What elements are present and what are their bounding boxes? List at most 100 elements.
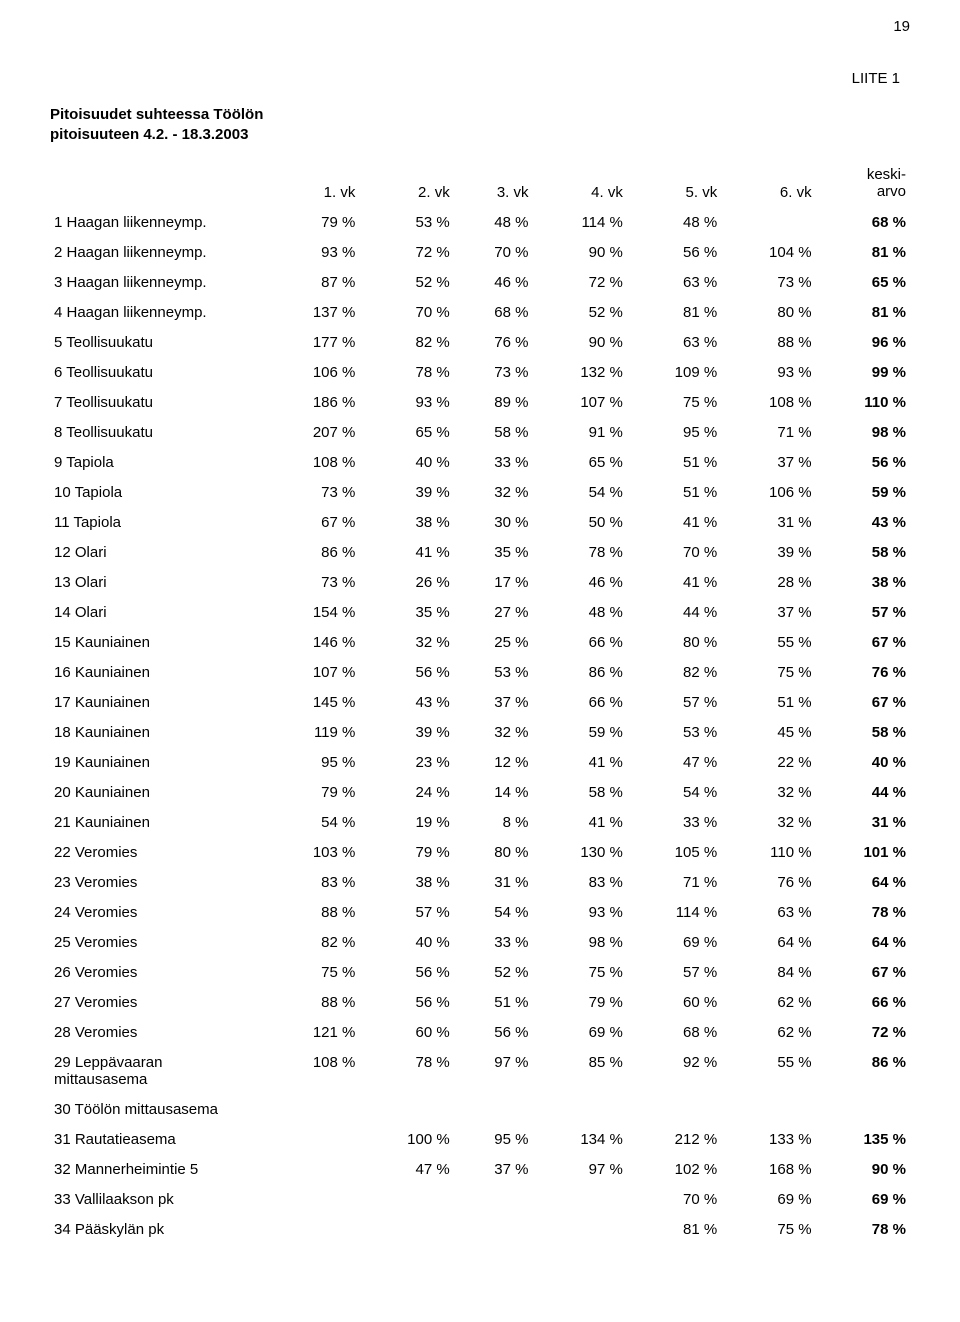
cell-value: 28 % [721,567,815,597]
cell-average: 59 % [816,477,910,507]
cell-value: 207 % [265,417,359,447]
cell-value: 119 % [265,717,359,747]
table-row: 24 Veromies88 %57 %54 %93 %114 %63 %78 % [50,897,910,927]
table-row: 12 Olari86 %41 %35 %78 %70 %39 %58 % [50,537,910,567]
cell-value: 80 % [627,627,721,657]
header-row: 1. vk 2. vk 3. vk 4. vk 5. vk 6. vk kesk… [50,160,910,208]
cell-value: 22 % [721,747,815,777]
cell-average: 66 % [816,987,910,1017]
row-label: 11 Tapiola [50,507,265,537]
header-avg-top: keski- [867,166,906,183]
cell-average: 65 % [816,267,910,297]
cell-value [359,1214,453,1244]
cell-value: 41 % [533,747,627,777]
row-label: 19 Kauniainen [50,747,265,777]
cell-value: 81 % [627,297,721,327]
table-row: 8 Teollisuukatu207 %65 %58 %91 %95 %71 %… [50,417,910,447]
cell-value: 33 % [627,807,721,837]
cell-value: 107 % [533,387,627,417]
page-number: 19 [893,18,910,35]
cell-value: 102 % [627,1154,721,1184]
cell-value: 32 % [721,807,815,837]
row-label: 5 Teollisuukatu [50,327,265,357]
row-label: 26 Veromies [50,957,265,987]
row-label: 10 Tapiola [50,477,265,507]
table-row: 11 Tapiola67 %38 %30 %50 %41 %31 %43 % [50,507,910,537]
document-page: 19 LIITE 1 Pitoisuudet suhteessa Töölön … [0,0,960,1284]
cell-value: 75 % [265,957,359,987]
cell-value: 60 % [627,987,721,1017]
cell-value: 55 % [721,627,815,657]
cell-value: 90 % [533,237,627,267]
cell-average: 78 % [816,897,910,927]
cell-value: 39 % [721,537,815,567]
cell-average: 57 % [816,597,910,627]
cell-average: 135 % [816,1124,910,1154]
cell-value: 76 % [721,867,815,897]
cell-value: 60 % [359,1017,453,1047]
cell-value: 75 % [533,957,627,987]
cell-value [533,1094,627,1124]
cell-value: 81 % [627,1214,721,1244]
cell-value: 48 % [533,597,627,627]
cell-value: 37 % [721,597,815,627]
cell-average: 110 % [816,387,910,417]
cell-value: 31 % [721,507,815,537]
cell-value: 41 % [533,807,627,837]
cell-value: 93 % [265,237,359,267]
cell-average: 68 % [816,207,910,237]
cell-value: 146 % [265,627,359,657]
cell-value: 54 % [454,897,533,927]
row-label: 13 Olari [50,567,265,597]
cell-value: 86 % [533,657,627,687]
row-label: 17 Kauniainen [50,687,265,717]
cell-value [533,1214,627,1244]
cell-value [265,1124,359,1154]
header-empty [50,160,265,208]
cell-value: 114 % [533,207,627,237]
cell-value: 44 % [627,597,721,627]
row-label: 22 Veromies [50,837,265,867]
cell-value: 54 % [627,777,721,807]
cell-value: 68 % [627,1017,721,1047]
table-row: 22 Veromies103 %79 %80 %130 %105 %110 %1… [50,837,910,867]
cell-value: 107 % [265,657,359,687]
cell-value: 32 % [454,477,533,507]
title-line-2: pitoisuuteen 4.2. - 18.3.2003 [50,126,248,143]
cell-value: 168 % [721,1154,815,1184]
table-row: 16 Kauniainen107 %56 %53 %86 %82 %75 %76… [50,657,910,687]
cell-value: 63 % [627,267,721,297]
table-row: 34 Pääskylän pk81 %75 %78 % [50,1214,910,1244]
cell-average: 76 % [816,657,910,687]
cell-value: 212 % [627,1124,721,1154]
cell-value: 87 % [265,267,359,297]
table-body: 1 Haagan liikenneymp.79 %53 %48 %114 %48… [50,207,910,1244]
cell-value: 56 % [359,957,453,987]
header-col-4: 4. vk [533,160,627,208]
cell-value: 40 % [359,447,453,477]
cell-value: 46 % [533,567,627,597]
cell-value: 70 % [359,297,453,327]
cell-value: 78 % [359,1047,453,1094]
cell-value: 186 % [265,387,359,417]
row-label: 16 Kauniainen [50,657,265,687]
cell-average: 96 % [816,327,910,357]
cell-value: 78 % [533,537,627,567]
cell-average: 78 % [816,1214,910,1244]
row-label: 6 Teollisuukatu [50,357,265,387]
cell-value: 145 % [265,687,359,717]
cell-value: 88 % [265,987,359,1017]
cell-value: 62 % [721,1017,815,1047]
cell-value: 56 % [359,657,453,687]
row-label: 9 Tapiola [50,447,265,477]
cell-value: 45 % [721,717,815,747]
table-row: 19 Kauniainen95 %23 %12 %41 %47 %22 %40 … [50,747,910,777]
cell-value: 56 % [359,987,453,1017]
cell-value: 67 % [265,507,359,537]
row-label: 23 Veromies [50,867,265,897]
cell-value: 95 % [627,417,721,447]
row-label: 33 Vallilaakson pk [50,1184,265,1214]
row-label: 4 Haagan liikenneymp. [50,297,265,327]
header-col-6: 6. vk [721,160,815,208]
table-row: 27 Veromies88 %56 %51 %79 %60 %62 %66 % [50,987,910,1017]
